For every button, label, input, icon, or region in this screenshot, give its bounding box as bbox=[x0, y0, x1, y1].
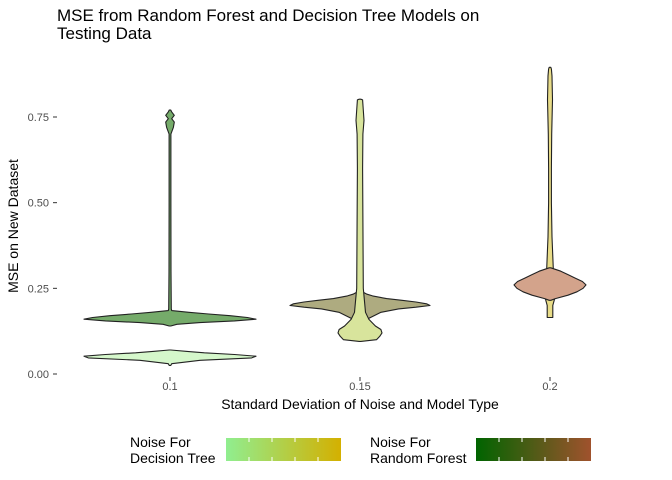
y-tick-label: 0.25 bbox=[28, 283, 49, 295]
legend-rf-colorbar bbox=[476, 438, 591, 461]
x-tick-label: 0.2 bbox=[542, 381, 557, 393]
legend-dt-colorbar bbox=[226, 438, 341, 461]
y-axis: 0.00 0.25 0.50 0.75 bbox=[28, 112, 57, 381]
y-tick-label: 0.75 bbox=[28, 112, 49, 124]
legend-rf-title-line-2: Random Forest bbox=[370, 450, 467, 466]
y-tick-label: 0.00 bbox=[28, 369, 49, 381]
legend-dt-title-line-1: Noise For bbox=[130, 434, 191, 450]
violins bbox=[83, 66, 587, 366]
x-tick-label: 0.1 bbox=[162, 381, 177, 393]
violin-random-forest-0_2 bbox=[513, 267, 587, 301]
y-axis-title: MSE on New Dataset bbox=[5, 159, 21, 293]
legend-rf-title-line-1: Noise For bbox=[370, 434, 431, 450]
chart-title-line-1: MSE from Random Forest and Decision Tree… bbox=[57, 6, 479, 25]
violin-random-forest-0_1 bbox=[83, 109, 257, 327]
violin-decision-tree-0_1 bbox=[83, 349, 257, 366]
x-tick-label: 0.15 bbox=[349, 381, 370, 393]
x-axis-title: Standard Deviation of Noise and Model Ty… bbox=[221, 396, 499, 412]
legend-rf-ticks bbox=[498, 438, 569, 461]
violin-decision-tree-0_15 bbox=[337, 98, 383, 342]
legend-random-forest: Noise For Random Forest bbox=[370, 434, 591, 466]
legend-dt-title-line-2: Decision Tree bbox=[130, 450, 216, 466]
legend-dt-ticks bbox=[248, 438, 319, 461]
y-tick-label: 0.50 bbox=[28, 198, 49, 210]
chart-title-line-2: Testing Data bbox=[57, 24, 152, 43]
x-axis: 0.1 0.15 0.2 bbox=[162, 377, 558, 393]
legend-decision-tree: Noise For Decision Tree bbox=[130, 434, 341, 466]
